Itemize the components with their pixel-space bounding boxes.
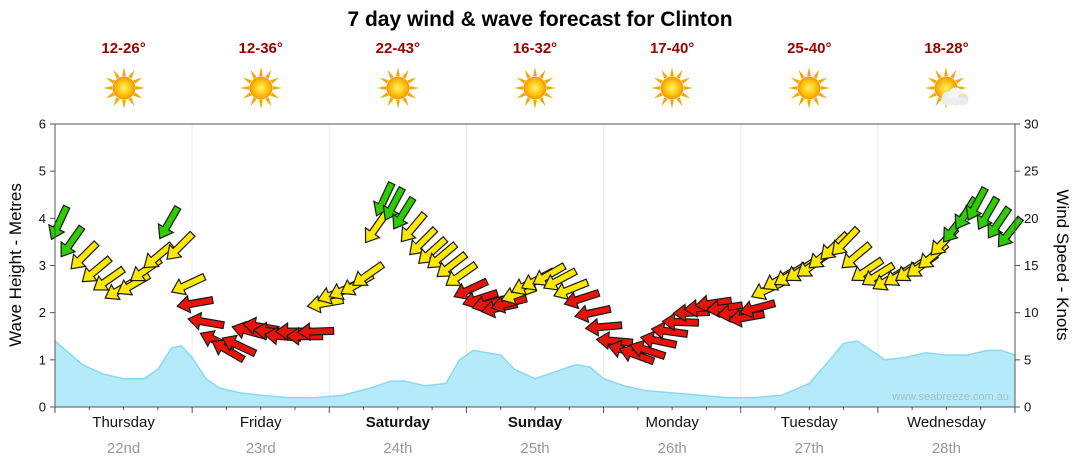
cloud-icon <box>941 87 969 105</box>
left-tick-label: 4 <box>39 211 46 226</box>
day-temp-range: 12-36° <box>238 40 283 57</box>
wind-arrow <box>400 210 428 243</box>
date-label: 23rd <box>245 440 276 457</box>
wind-arrow <box>573 304 612 324</box>
day-label: Wednesday <box>906 414 986 431</box>
chart-title: 7 day wind & wave forecast for Clinton <box>347 8 733 31</box>
wind-arrow <box>841 241 873 269</box>
wind-arrow <box>738 299 777 319</box>
wind-arrow <box>987 205 1013 239</box>
left-tick-label: 6 <box>39 117 46 132</box>
wind-arrow <box>352 260 386 286</box>
left-tick-label: 3 <box>39 258 46 273</box>
wind-arrow <box>595 330 634 351</box>
sun-icon <box>237 64 285 112</box>
day-temp-range: 17-40° <box>649 40 695 57</box>
right-tick-label: 5 <box>1024 352 1031 367</box>
wind-arrow <box>81 255 113 283</box>
day-temp-range: 12-26° <box>101 40 146 57</box>
sun-icon <box>511 64 559 112</box>
right-tick-label: 0 <box>1024 400 1031 415</box>
day-label: Thursday <box>92 414 155 431</box>
right-tick-label: 10 <box>1024 305 1038 320</box>
day-label: Monday <box>645 414 699 431</box>
day-label: Tuesday <box>780 414 838 431</box>
wave-height-line <box>54 340 1016 399</box>
wind-arrow <box>392 195 417 230</box>
wind-arrow <box>92 265 127 291</box>
day-label: Sunday <box>507 414 563 431</box>
right-tick-label: 25 <box>1024 164 1038 179</box>
date-label: 27th <box>794 440 824 457</box>
wind-arrow <box>60 224 86 258</box>
left-tick-label: 1 <box>39 352 46 367</box>
wind-arrow <box>48 204 71 241</box>
sun-icon <box>648 64 696 112</box>
wind-arrow <box>490 294 528 314</box>
date-label: 28th <box>931 440 962 457</box>
left-tick-label: 2 <box>39 305 46 320</box>
right-tick-label: 15 <box>1024 258 1038 273</box>
sun-icon <box>785 64 833 112</box>
right-tick-label: 20 <box>1024 211 1038 226</box>
wind-arrow <box>965 185 989 222</box>
wind-arrow <box>70 240 100 270</box>
wind-arrow <box>296 322 335 342</box>
wind-arrow <box>221 334 258 358</box>
date-label: 25th <box>520 440 550 457</box>
day-temp-range: 16-32° <box>512 40 558 57</box>
wind-arrow <box>639 330 678 350</box>
wind-arrow <box>382 185 406 222</box>
wind-arrow <box>176 294 214 314</box>
wind-arrow <box>997 215 1025 248</box>
wind-arrow <box>727 308 766 328</box>
day-label: Saturday <box>365 414 430 431</box>
wind-arrow <box>170 272 207 296</box>
wind-arrow <box>831 225 861 256</box>
wind-arrow <box>976 195 1001 231</box>
wind-arrow <box>157 204 182 240</box>
wind-arrow <box>143 241 175 269</box>
left-tick-label: 5 <box>39 164 46 179</box>
wind-arrow <box>563 288 601 310</box>
wind-arrow <box>584 317 623 337</box>
date-label: 24th <box>383 440 413 457</box>
wave-height-area <box>55 341 1015 407</box>
day-label: Friday <box>239 414 282 431</box>
sun-icon <box>374 64 422 112</box>
wind-arrow <box>445 260 479 286</box>
date-label: 22nd <box>106 440 141 457</box>
left-tick-label: 0 <box>39 400 46 415</box>
day-temp-range: 25-40° <box>787 40 832 57</box>
day-temp-range: 18-28° <box>924 40 969 57</box>
sun-icon <box>100 64 148 112</box>
wind-arrow <box>306 294 345 314</box>
wind-arrow <box>187 311 225 331</box>
day-temp-range: 22-43° <box>375 40 421 57</box>
date-label: 26th <box>657 440 687 457</box>
right-tick-label: 30 <box>1024 117 1038 132</box>
watermark: www.seabreeze.com.au <box>891 391 1009 403</box>
sun-cloud-icon <box>922 64 970 112</box>
wind-arrow <box>166 230 196 261</box>
